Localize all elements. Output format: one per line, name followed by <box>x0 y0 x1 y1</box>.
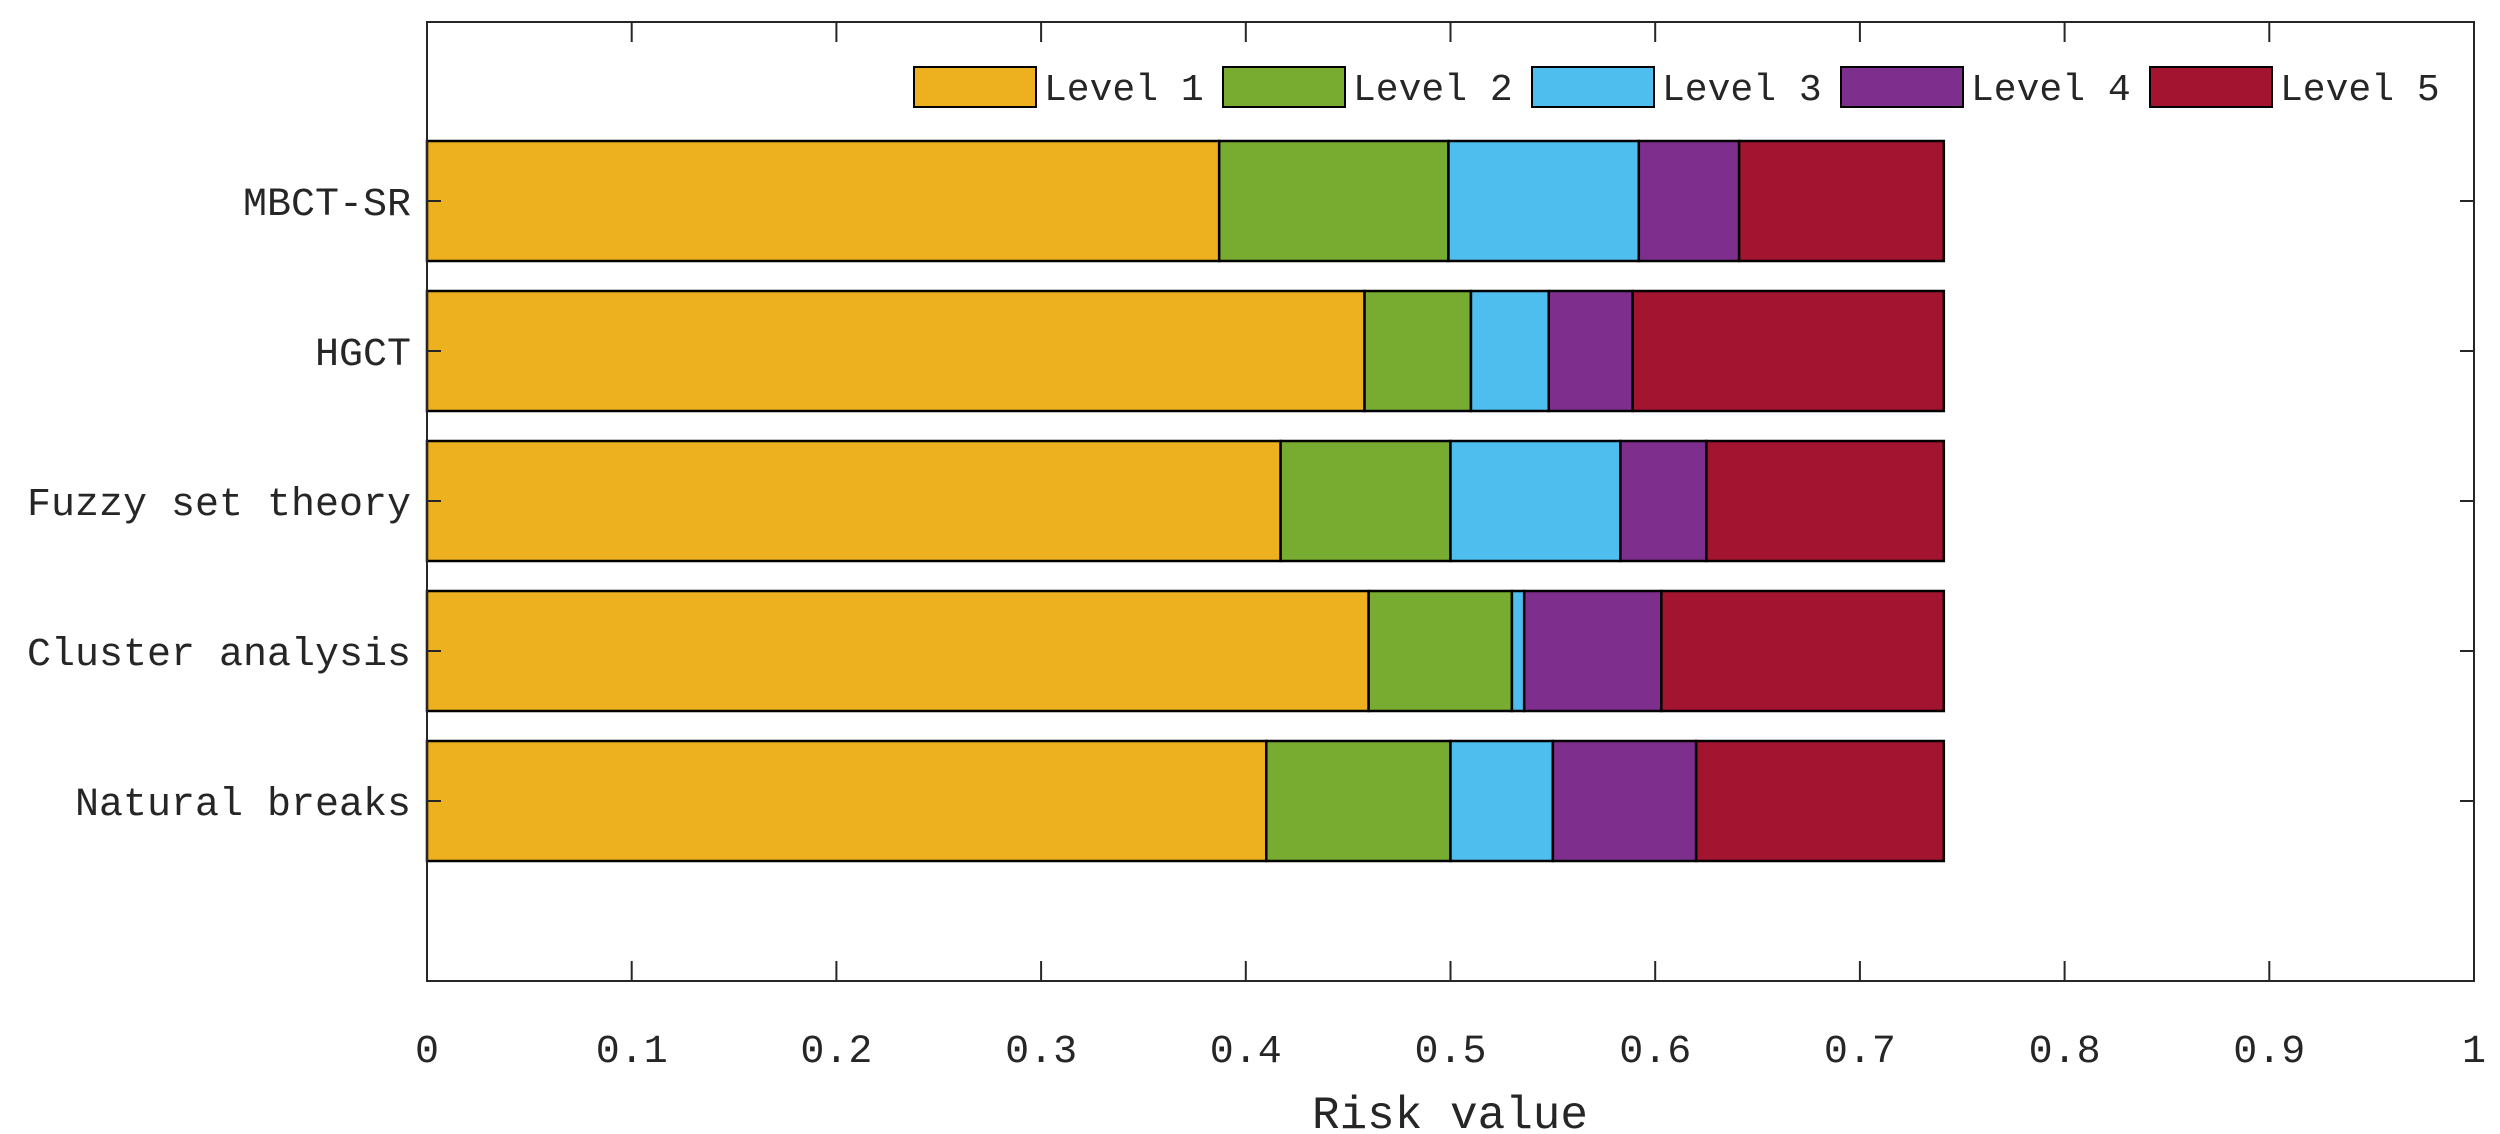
y-tick-label: Natural breaks <box>75 783 411 828</box>
x-tick-label: 0.7 <box>1824 1030 1896 1075</box>
x-tick-label: 0.1 <box>596 1030 668 1075</box>
bar-segment-4 <box>1637 139 1741 263</box>
legend-label: Level 1 <box>1044 69 1204 112</box>
legend-swatch-5 <box>2149 66 2273 108</box>
x-tick-label: 0.3 <box>1005 1030 1077 1075</box>
bar-segment-5 <box>1737 139 1946 263</box>
bar-segment-1 <box>425 439 1282 563</box>
legend-swatch-3 <box>1531 66 1655 108</box>
bar-segment-3 <box>1449 439 1622 563</box>
legend: Level 1 Level 2 Level 3 Level 4 Level 5 <box>913 66 2440 112</box>
bar-segment-4 <box>1619 439 1708 563</box>
bar-segment-5 <box>1705 439 1946 563</box>
bar-segment-2 <box>1217 139 1450 263</box>
legend-swatch-2 <box>1222 66 1346 108</box>
bar-segment-1 <box>425 739 1268 863</box>
bar-segment-2 <box>1363 289 1473 413</box>
bar-segment-3 <box>1510 589 1526 713</box>
legend-label: Level 5 <box>2280 69 2440 112</box>
bar-segment-2 <box>1265 739 1452 863</box>
ticks-group: MBCT-SR HGCT Fuzzy set theory Cluster analy… <box>27 22 2486 1075</box>
legend-swatch-4 <box>1840 66 1964 108</box>
x-axis-label: Risk value <box>1312 1090 1588 1134</box>
x-tick-label: 0.4 <box>1210 1030 1282 1075</box>
y-tick-label: HGCT <box>315 333 411 378</box>
bar-segment-2 <box>1279 439 1452 563</box>
bar-segment-3 <box>1449 739 1555 863</box>
bar-segment-4 <box>1522 589 1663 713</box>
bar-segment-5 <box>1694 739 1946 863</box>
x-tick-label: 0.5 <box>1414 1030 1486 1075</box>
y-tick-label: Fuzzy set theory <box>27 483 411 528</box>
x-tick-label: 0.8 <box>2029 1030 2101 1075</box>
bars-group <box>425 139 1946 863</box>
legend-label: Level 4 <box>1971 69 2131 112</box>
bar-segment-1 <box>425 139 1221 263</box>
legend-swatch-1 <box>913 66 1037 108</box>
bar-segment-4 <box>1547 289 1634 413</box>
bar-segment-3 <box>1469 289 1551 413</box>
bar-segment-5 <box>1660 589 1946 713</box>
bar-segment-1 <box>425 589 1370 713</box>
x-tick-label: 0.9 <box>2233 1030 2305 1075</box>
legend-label: Level 3 <box>1662 69 1822 112</box>
bar-segment-4 <box>1551 739 1698 863</box>
bar-segment-3 <box>1447 139 1641 263</box>
y-tick-label: MBCT-SR <box>243 183 411 228</box>
bar-segment-5 <box>1631 289 1946 413</box>
x-tick-label: 0.2 <box>800 1030 872 1075</box>
x-tick-label: 0.6 <box>1619 1030 1691 1075</box>
x-tick-label: 0 <box>415 1030 439 1075</box>
y-tick-label: Cluster analysis <box>27 633 411 678</box>
bar-segment-2 <box>1367 589 1514 713</box>
x-tick-label: 1 <box>2462 1030 2486 1075</box>
legend-label: Level 2 <box>1353 69 1513 112</box>
bar-segment-1 <box>425 289 1366 413</box>
